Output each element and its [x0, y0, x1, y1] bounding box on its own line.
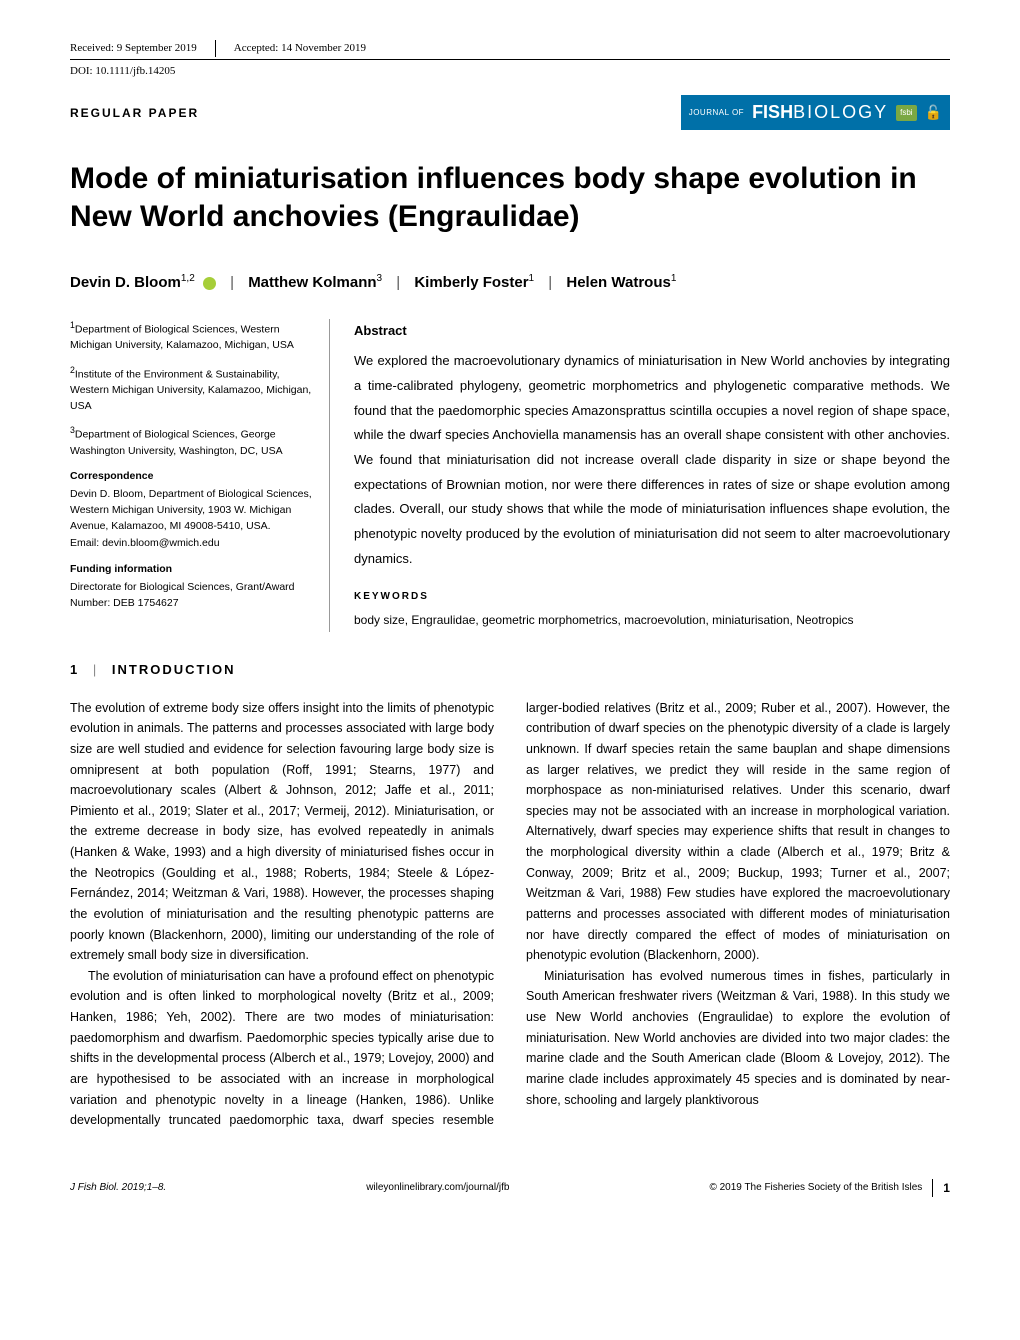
- af2: Institute of the Environment & Sustainab…: [70, 368, 311, 412]
- affiliations: 1Department of Biological Sciences, West…: [70, 319, 330, 633]
- correspondence-text: Devin D. Bloom, Department of Biological…: [70, 487, 315, 534]
- author-sep: |: [538, 274, 562, 291]
- af3: Department of Biological Sciences, Georg…: [70, 429, 283, 457]
- author-3: Kimberly Foster: [414, 274, 528, 291]
- funding-label: Funding information: [70, 562, 315, 578]
- intro-bar: |: [93, 662, 98, 677]
- lock-icon: 🔓: [925, 102, 942, 123]
- body-section: 1 | INTRODUCTION The evolution of extrem…: [70, 660, 950, 1131]
- footer-right: © 2019 The Fisheries Society of the Brit…: [709, 1180, 922, 1195]
- authors: Devin D. Bloom1,2 | Matthew Kolmann3 | K…: [70, 271, 950, 295]
- body-p1: The evolution of extreme body size offer…: [70, 698, 494, 966]
- footer-center[interactable]: wileyonlinelibrary.com/journal/jfb: [366, 1180, 509, 1195]
- abstract-heading: Abstract: [354, 319, 950, 344]
- funding-text: Directorate for Biological Sciences, Gra…: [70, 580, 315, 612]
- author-1-sup: 1,2: [181, 273, 195, 284]
- author-4: Helen Watrous: [566, 274, 670, 291]
- author-sep: |: [220, 274, 244, 291]
- fsbi-badge: fsbi: [896, 105, 916, 121]
- accepted-date: Accepted: 14 November 2019: [216, 40, 366, 57]
- intro-number: 1: [70, 662, 79, 677]
- header-meta: Received: 9 September 2019 Accepted: 14 …: [70, 40, 950, 60]
- af1: Department of Biological Sciences, Weste…: [70, 323, 294, 351]
- correspondence-label: Correspondence: [70, 469, 315, 485]
- author-1: Devin D. Bloom: [70, 274, 181, 291]
- received-date: Received: 9 September 2019: [70, 40, 216, 57]
- author-2-sup: 3: [377, 273, 383, 284]
- author-sep: |: [386, 274, 410, 291]
- page-number: 1: [932, 1179, 950, 1197]
- keywords: body size, Engraulidae, geometric morpho…: [354, 609, 950, 632]
- author-2: Matthew Kolmann: [248, 274, 376, 291]
- paper-type: REGULAR PAPER: [70, 104, 199, 122]
- journal-badge: JOURNAL OF FISHBIOLOGY fsbi 🔓: [681, 95, 950, 130]
- footer-left: J Fish Biol. 2019;1–8.: [70, 1180, 166, 1195]
- body-p3: Miniaturisation has evolved numerous tim…: [526, 966, 950, 1110]
- mid-section: 1Department of Biological Sciences, West…: [70, 319, 950, 633]
- doi: DOI: 10.1111/jfb.14205: [70, 63, 950, 80]
- orcid-icon[interactable]: [203, 277, 216, 290]
- intro-heading: 1 | INTRODUCTION: [70, 660, 950, 680]
- journal-fish: FISH: [752, 102, 793, 122]
- author-3-sup: 1: [529, 273, 535, 284]
- journal-prefix: JOURNAL OF: [689, 107, 744, 119]
- article-title: Mode of miniaturisation influences body …: [70, 160, 950, 235]
- abstract-block: Abstract We explored the macroevolutiona…: [354, 319, 950, 633]
- keywords-heading: KEYWORDS: [354, 587, 950, 606]
- type-row: REGULAR PAPER JOURNAL OF FISHBIOLOGY fsb…: [70, 95, 950, 130]
- correspondence-email: Email: devin.bloom@wmich.edu: [70, 536, 315, 552]
- abstract-text: We explored the macroevolutionary dynami…: [354, 349, 950, 571]
- author-4-sup: 1: [671, 273, 677, 284]
- body-columns: The evolution of extreme body size offer…: [70, 698, 950, 1131]
- journal-biology: BIOLOGY: [793, 102, 888, 122]
- footer: J Fish Biol. 2019;1–8. wileyonlinelibrar…: [70, 1171, 950, 1197]
- intro-title: INTRODUCTION: [112, 662, 236, 677]
